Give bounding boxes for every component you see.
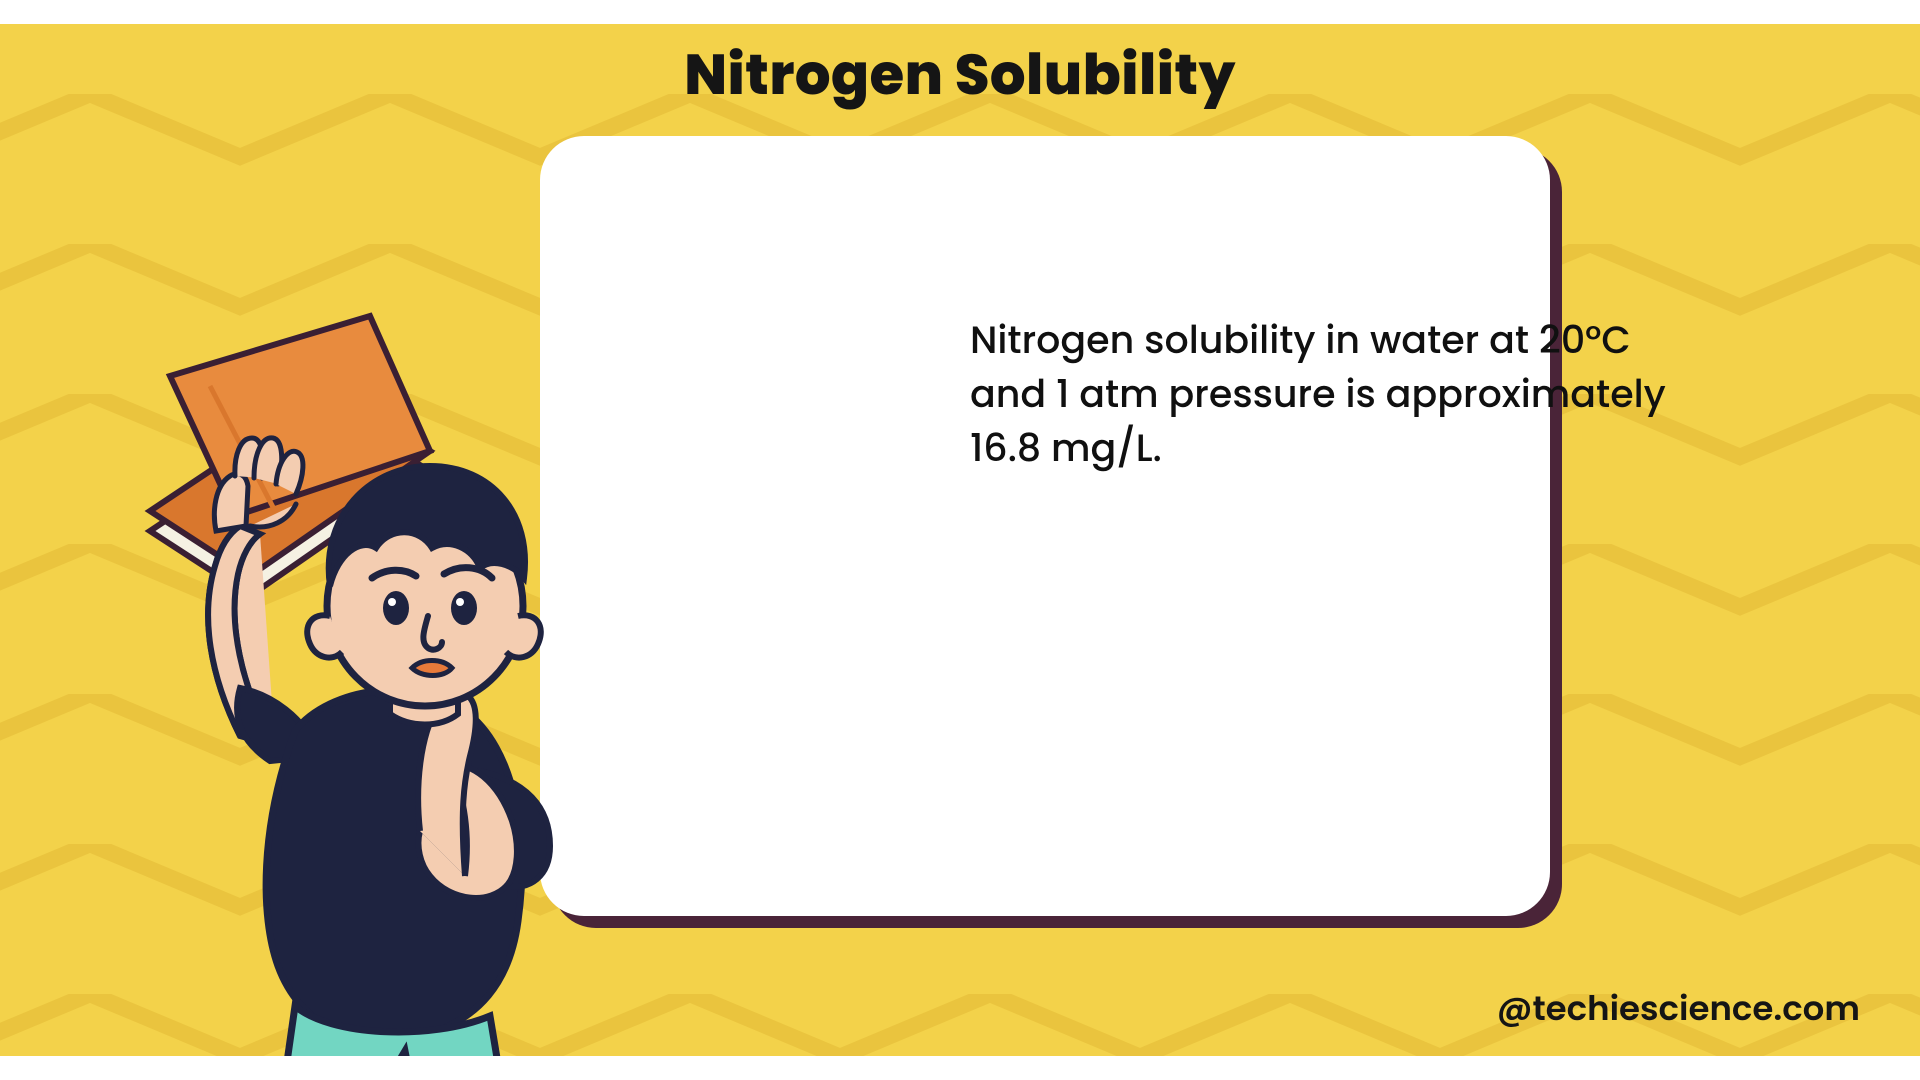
content-card bbox=[540, 136, 1550, 916]
letterbox-top bbox=[0, 0, 1920, 24]
attribution: @techiescience.com bbox=[1497, 983, 1860, 1034]
slide-title: Nitrogen Solubility bbox=[0, 32, 1920, 117]
letterbox-bottom bbox=[0, 1056, 1920, 1080]
character-illustration bbox=[120, 316, 640, 1056]
body-text: Nitrogen solubility in water at 20°C and… bbox=[970, 314, 1710, 476]
stage: Nitrogen Solubility Nitrogen solubility … bbox=[0, 0, 1920, 1080]
slide: Nitrogen Solubility Nitrogen solubility … bbox=[0, 24, 1920, 1056]
